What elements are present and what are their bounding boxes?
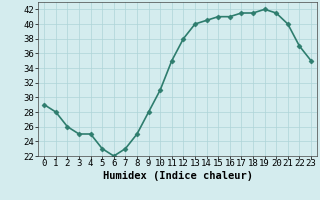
X-axis label: Humidex (Indice chaleur): Humidex (Indice chaleur) [103, 171, 252, 181]
